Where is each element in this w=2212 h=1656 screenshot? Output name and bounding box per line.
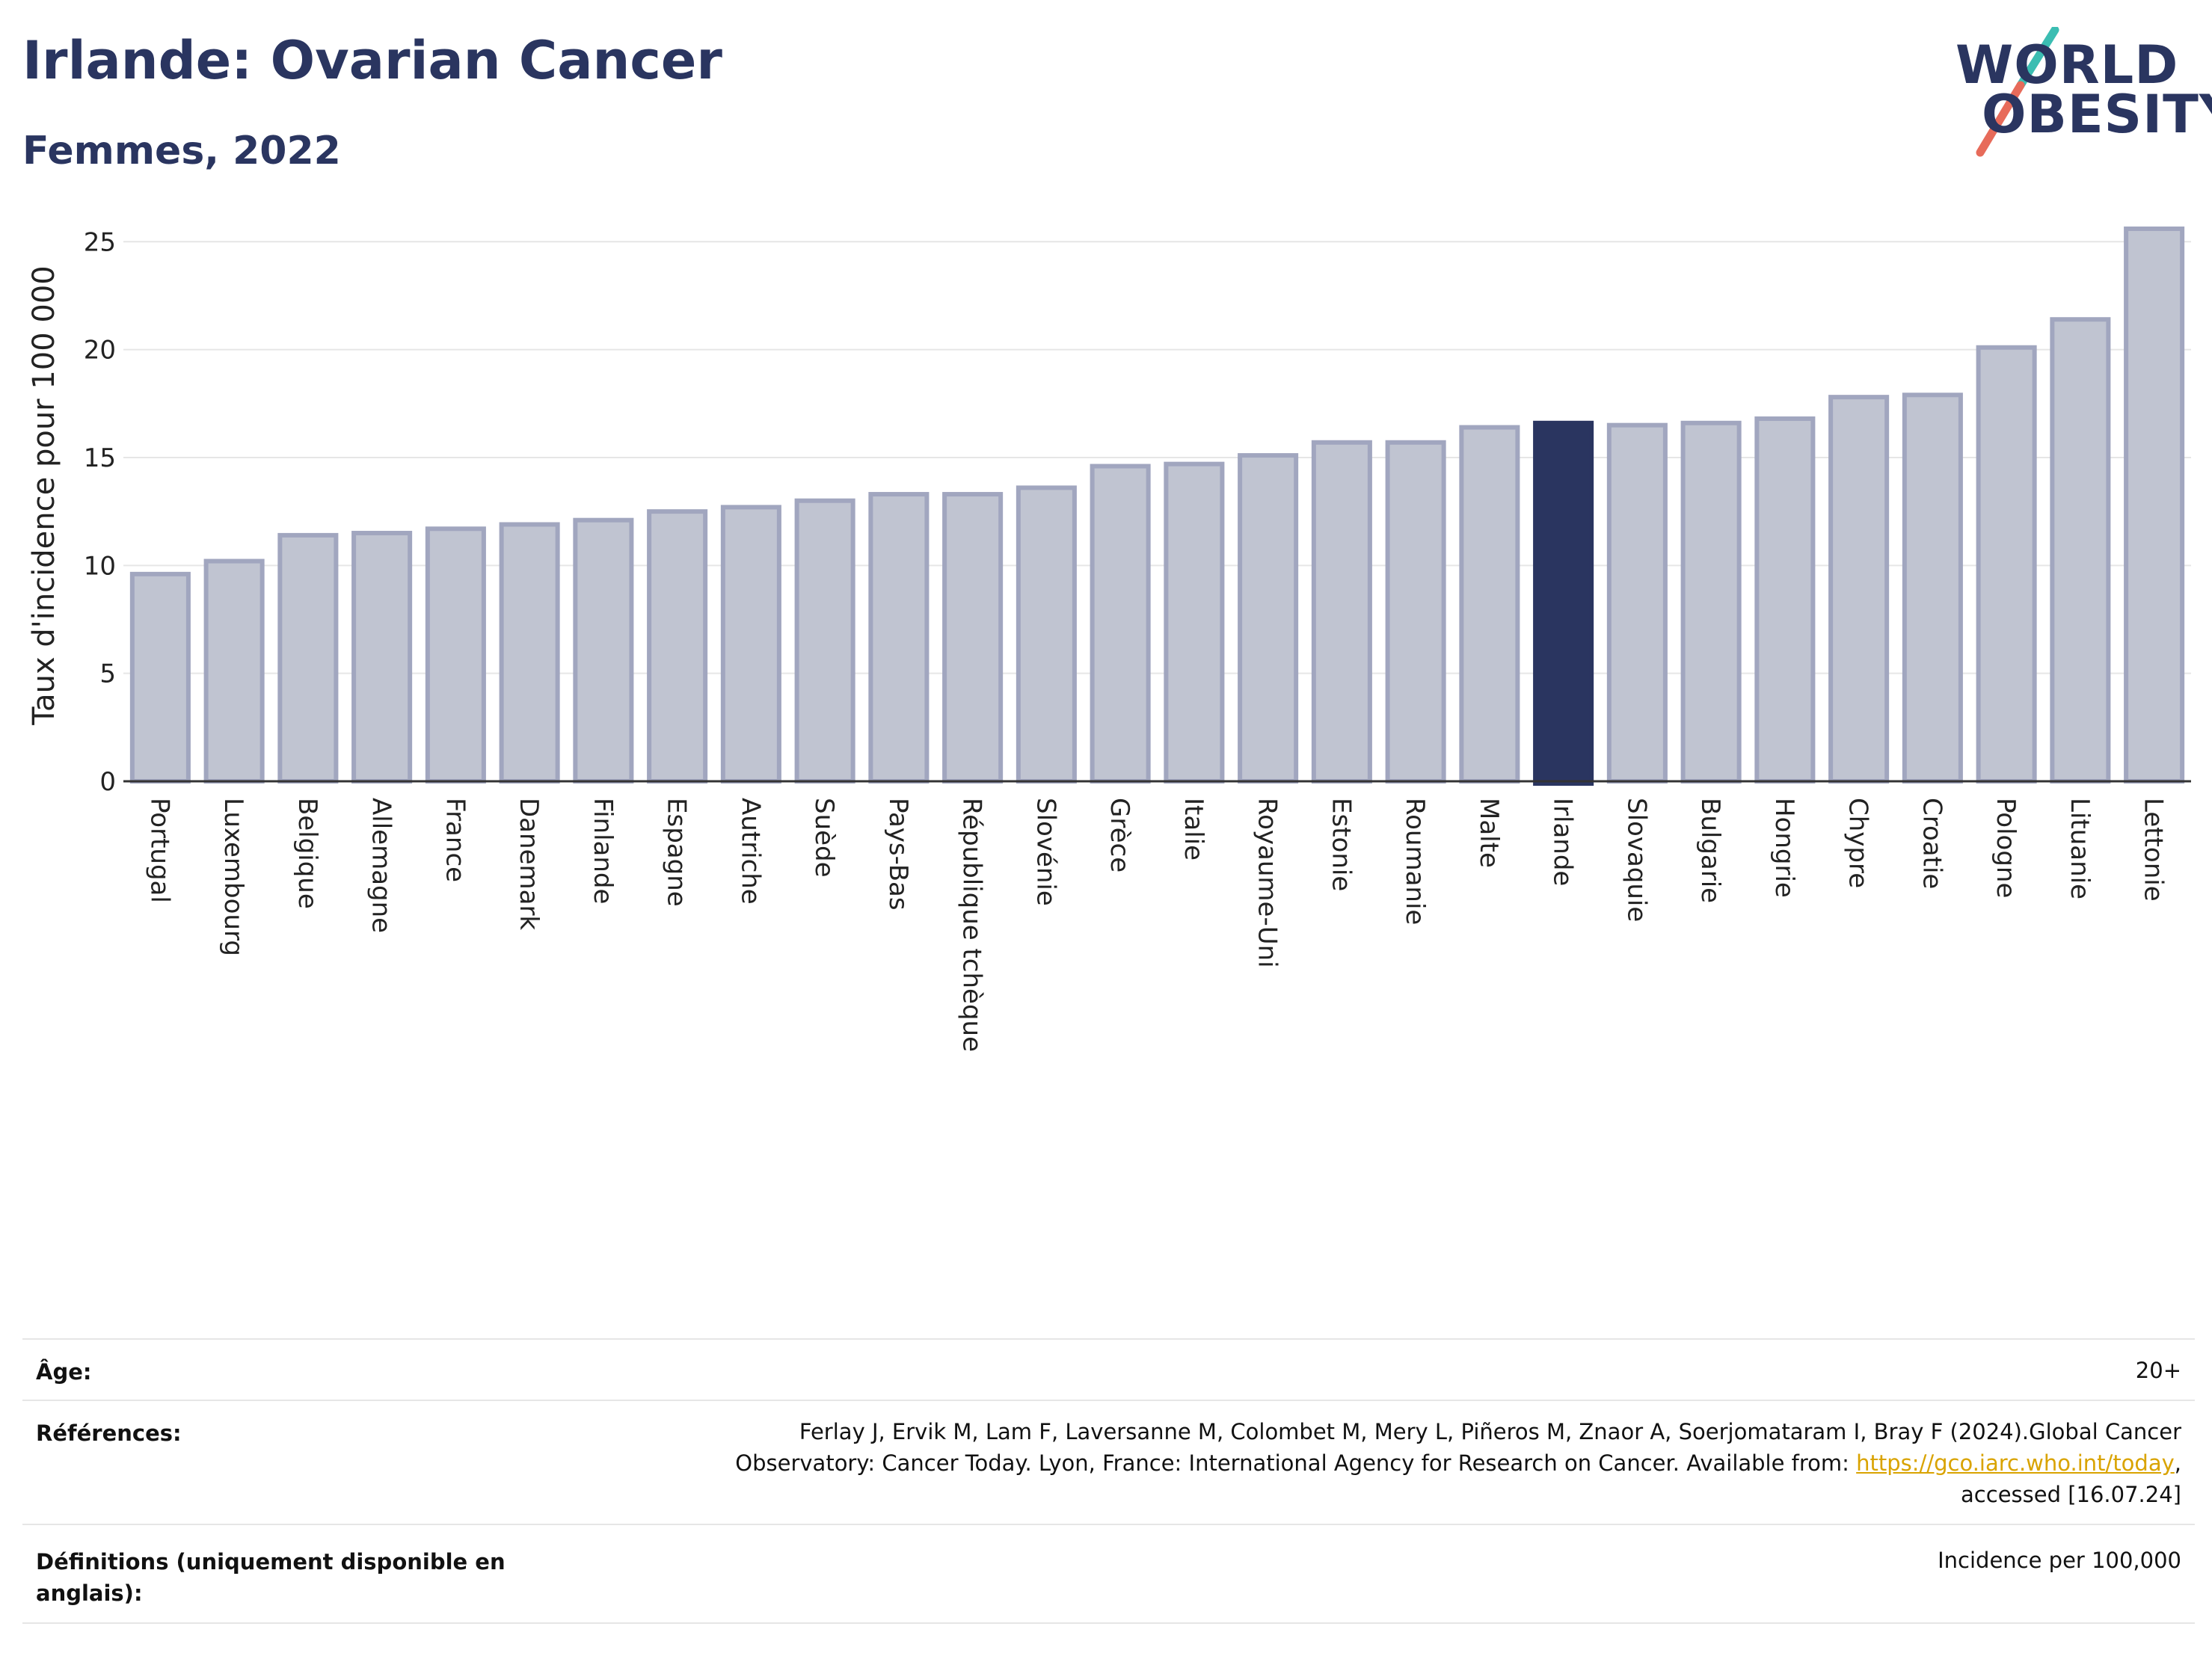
definitions-value: Incidence per 100,000 <box>1938 1548 2181 1573</box>
bar-france <box>425 526 486 784</box>
references-line1: Ferlay J, Ervik M, Lam F, Laversanne M, … <box>799 1419 2181 1444</box>
y-tick-label: 0 <box>99 767 116 797</box>
x-tick-label: Irlande <box>1548 798 1578 886</box>
bar-roumanie <box>1385 440 1446 784</box>
bar-espagne <box>647 509 708 784</box>
bar-su-de <box>794 498 855 784</box>
x-tick-label: Danemark <box>514 798 544 930</box>
x-tick-label: Portugal <box>144 798 174 903</box>
bar-luxembourg <box>203 558 265 784</box>
x-tick-label: Lettonie <box>2139 798 2169 902</box>
bar-croatie <box>1902 393 1963 784</box>
definitions-label-line2: anglais): <box>36 1580 143 1606</box>
y-axis-label: Taux d'incidence pour 100 000 <box>27 265 61 725</box>
x-tick-label: Royaume-Uni <box>1253 798 1282 968</box>
bar-gr-ce <box>1090 464 1151 784</box>
footer-references-row: Références: Ferlay J, Ervik M, Lam F, La… <box>22 1400 2195 1525</box>
bar-allemagne <box>351 531 413 784</box>
definitions-label: Définitions (uniquement disponible en an… <box>36 1546 506 1609</box>
x-tick-label: Slovénie <box>1030 798 1060 906</box>
bar-slovaquie <box>1606 422 1668 784</box>
references-line2-end: , <box>2174 1450 2181 1476</box>
world-obesity-logo: WORLD OBESITY <box>1952 22 2212 157</box>
bar-chypre <box>1828 395 1890 784</box>
bar-r-publique-tch-que <box>942 492 1004 784</box>
references-line2-text: Observatory: Cancer Today. Lyon, France:… <box>735 1450 1857 1476</box>
x-tick-label: Lituanie <box>2065 798 2095 899</box>
x-tick-label: Pays-Bas <box>883 798 913 911</box>
y-tick-label: 20 <box>84 336 116 366</box>
y-axis-ticks: 0 5 10 15 20 25 <box>84 227 116 797</box>
footer-age-row: Âge: 20+ <box>22 1338 2195 1401</box>
x-tick-label: France <box>440 798 470 882</box>
x-tick-label: Bulgarie <box>1695 798 1725 903</box>
logo-line2: OBESITY <box>1982 84 2212 145</box>
y-tick-label: 15 <box>84 443 116 473</box>
bar-hongrie <box>1754 416 1816 784</box>
bar-pologne <box>1976 345 2037 784</box>
page-title: Irlande: Ovarian Cancer <box>22 30 722 91</box>
x-tick-label: Hongrie <box>1769 798 1799 898</box>
x-tick-label: Italie <box>1179 798 1208 861</box>
bar-chart: 0 5 10 15 20 25 Portugal Luxembourg Belgique All… <box>27 226 2191 1052</box>
page-subtitle: Femmes, 2022 <box>22 129 341 173</box>
y-tick-label: 10 <box>84 551 116 581</box>
x-tick-label: Finlande <box>588 798 618 904</box>
x-tick-label: Luxembourg <box>218 798 248 956</box>
bar-irlande <box>1533 420 1594 786</box>
x-tick-label: Chypre <box>1843 798 1873 888</box>
bar-bulgarie <box>1680 420 1742 784</box>
bar-danemark <box>499 522 560 784</box>
age-label: Âge: <box>36 1359 92 1385</box>
references-line2: Observatory: Cancer Today. Lyon, France:… <box>735 1447 2181 1479</box>
bar-lituanie <box>2050 317 2111 784</box>
bar-slov-nie <box>1016 485 1077 784</box>
age-value: 20+ <box>2135 1358 2181 1383</box>
references-text: Ferlay J, Ervik M, Lam F, Laversanne M, … <box>735 1416 2181 1510</box>
bar-estonie <box>1311 440 1372 784</box>
bar-italie <box>1164 461 1225 784</box>
definitions-label-line1: Définitions (uniquement disponible en <box>36 1549 506 1575</box>
footer-definitions-row: Définitions (uniquement disponible en an… <box>22 1524 2195 1624</box>
bar-belgique <box>277 532 339 784</box>
x-tick-label: Malte <box>1474 798 1504 868</box>
references-link[interactable]: https://gco.iarc.who.int/today <box>1856 1450 2175 1476</box>
x-tick-label: Suède <box>809 798 839 878</box>
x-tick-label: Autriche <box>735 798 765 905</box>
bar-pays-bas <box>868 492 930 784</box>
footer-divider <box>22 1622 2195 1624</box>
y-tick-label: 25 <box>84 227 116 257</box>
x-tick-label: Grèce <box>1105 798 1134 872</box>
bar-lettonie <box>2124 226 2185 784</box>
x-tick-label: Croatie <box>1917 798 1947 889</box>
x-tick-label: Allemagne <box>366 798 396 933</box>
references-label: Références: <box>36 1420 182 1446</box>
x-axis-labels: Portugal Luxembourg Belgique Allemagne Franc… <box>144 798 2168 1052</box>
logo-line1: WORLD <box>1956 34 2179 96</box>
logo-slash-icon <box>1976 27 2059 157</box>
references-line3: accessed [16.07.24] <box>1961 1482 2181 1507</box>
x-tick-label: Estonie <box>1326 798 1356 891</box>
x-tick-label: Roumanie <box>1400 798 1430 925</box>
x-tick-label: Belgique <box>292 798 322 909</box>
bar-autriche <box>720 505 781 784</box>
bar-portugal <box>129 571 191 784</box>
y-tick-label: 5 <box>99 659 116 689</box>
bar-finlande <box>573 517 634 784</box>
x-tick-label: Slovaquie <box>1621 798 1651 922</box>
bar-royaume-uni <box>1238 453 1299 784</box>
x-tick-label: Espagne <box>662 798 692 907</box>
bars <box>129 226 2185 786</box>
x-tick-label: Pologne <box>1991 798 2021 898</box>
bar-malte <box>1459 425 1520 784</box>
x-tick-label: République tchèque <box>957 798 987 1052</box>
